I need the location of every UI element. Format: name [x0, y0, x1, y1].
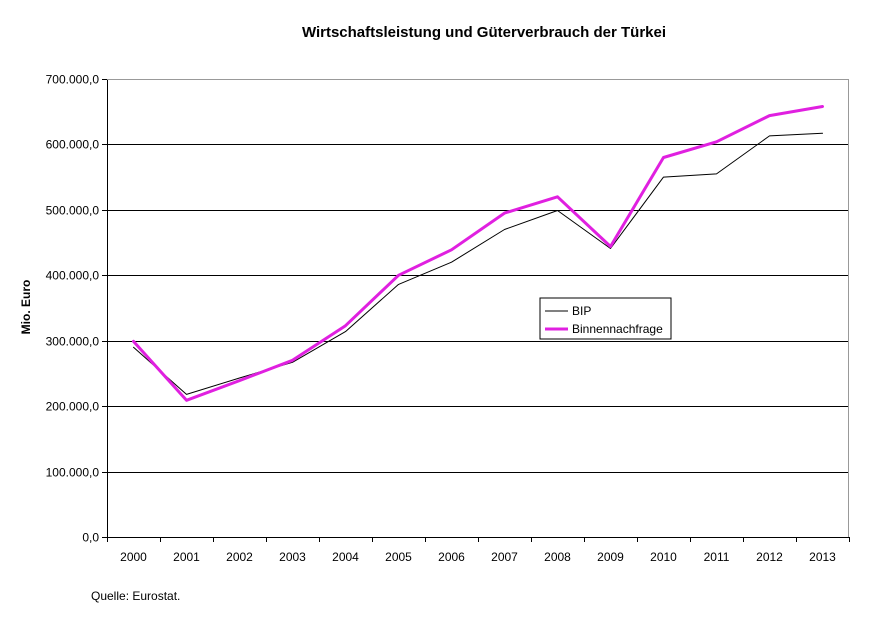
x-tick-label: 2011	[704, 550, 730, 564]
x-tick-label: 2000	[120, 550, 147, 564]
x-tick-label: 2007	[491, 550, 518, 564]
x-tick-label: 2004	[332, 550, 359, 564]
x-tick-labels: 2000 2001 2002 2003 2004 2005 2006 2007 2008 2009…	[120, 550, 836, 564]
x-tick-label: 2002	[226, 550, 253, 564]
x-tick-label: 2006	[438, 550, 465, 564]
source-note: Quelle: Eurostat.	[91, 589, 180, 603]
series-line-bip	[133, 132, 823, 395]
y-tick-label: 400.000,0	[46, 269, 100, 283]
y-tick-label: 0,0	[82, 531, 99, 545]
y-tick-label: 100.000,0	[46, 466, 100, 480]
x-tick-label: 2013	[809, 550, 836, 564]
axes	[102, 79, 850, 542]
x-tick-label: 2003	[279, 550, 306, 564]
x-tick-label: 2008	[544, 550, 571, 564]
y-tick-label: 300.000,0	[46, 335, 100, 349]
y-axis-label: Mio. Euro	[19, 280, 33, 335]
legend-box	[539, 297, 672, 340]
y-tick-label: 200.000,0	[46, 400, 100, 414]
x-tick-label: 2012	[756, 550, 783, 564]
y-tick-label: 600.000,0	[46, 138, 100, 152]
series-line-binnennachfrage	[132, 105, 824, 402]
y-tick-label: 500.000,0	[46, 204, 100, 218]
legend: BIP Binnennachfrage	[539, 297, 672, 340]
x-tick-label: 2009	[597, 550, 624, 564]
x-tick-label: 2001	[173, 550, 200, 564]
y-tick-labels: 0,0 100.000,0 200.000,0 300.000,0 400.000,0 5…	[46, 73, 100, 545]
x-tick-label: 2010	[650, 550, 677, 564]
legend-label-binnennachfrage: Binnennachfrage	[572, 322, 663, 336]
x-tick-label: 2005	[385, 550, 412, 564]
chart-title: Wirtschaftsleistung und Güterverbrauch d…	[302, 24, 666, 41]
legend-label-bip: BIP	[572, 304, 591, 318]
series-lines	[132, 105, 824, 402]
y-tick-label: 700.000,0	[46, 73, 100, 87]
